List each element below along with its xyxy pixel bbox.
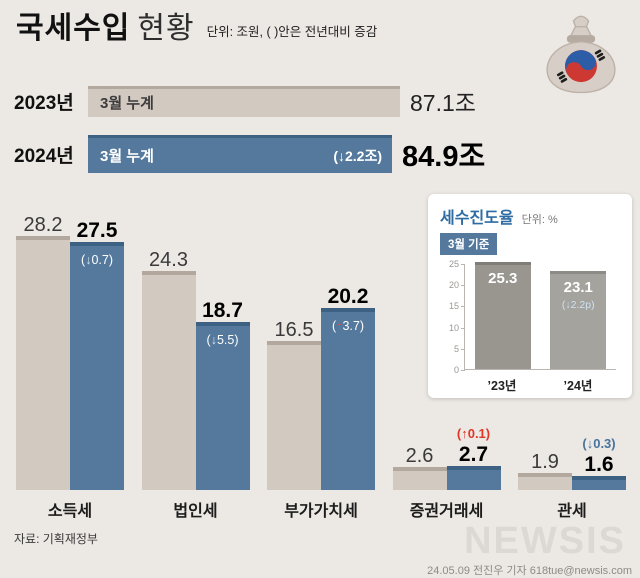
progress-chart-x-labels: ’23년 ’24년 bbox=[464, 375, 616, 394]
progress-value: 25.3 bbox=[488, 270, 518, 287]
tax-item-group-2: 24.3 18.7 (↓5.5) 법인세 bbox=[141, 249, 250, 520]
value-2024: 1.6 bbox=[584, 453, 614, 476]
delta-annotation: (↑3.7) bbox=[332, 319, 364, 333]
header: 국세수입 현황 단위: 조원, ( )안은 전년대비 증감 bbox=[16, 12, 377, 45]
y-tick-label: 5 bbox=[453, 343, 459, 354]
panel-header: 세수진도율 단위: % bbox=[440, 204, 620, 228]
y-tick-label: 10 bbox=[448, 322, 459, 333]
bar-2023: 24.3 bbox=[141, 249, 196, 490]
up-arrow-icon: ↑ bbox=[461, 426, 468, 441]
category-label: 소득세 bbox=[47, 503, 93, 520]
tax-item-group-5: 1.9 1.6 (↓0.3) 관세 bbox=[518, 436, 626, 520]
delta-annotation: (↑0.1) bbox=[456, 426, 491, 441]
value-2024-cumulative: 84.9조 bbox=[402, 141, 486, 173]
y-tick-mark bbox=[461, 348, 465, 350]
delta-annotation: (↓0.3) bbox=[582, 436, 616, 451]
tax-items-bar-chart: 28.2 27.5 (↓0.7) 소득세 24.3 18.7 (↓5.5) 법인세 16.5 20… bbox=[16, 190, 626, 520]
money-bag-icon bbox=[546, 15, 616, 94]
unit-note: 단위: 조원, ( )안은 전년대비 증감 bbox=[206, 25, 378, 39]
progress-bar-’24년: 23.1 (↓2.2p) bbox=[550, 271, 607, 369]
bar-2024: 27.5 (↓0.7) bbox=[70, 219, 124, 490]
tax-item-group-4: 2.6 2.7 (↑0.1) 증권거래세 bbox=[392, 426, 501, 520]
value-2023: 24.3 bbox=[149, 249, 188, 271]
category-label: 증권거래세 bbox=[409, 503, 484, 520]
value-2024: 2.7 bbox=[458, 443, 489, 466]
y-tick-mark bbox=[461, 264, 465, 265]
value-2023: 16.5 bbox=[274, 319, 314, 341]
basis-badge: 3월 기준 bbox=[440, 233, 498, 255]
y-tick-mark bbox=[461, 285, 465, 287]
progress-chart-plot: 25 20 15 10 5 0 25.3 23.1 (↓2.2p) bbox=[449, 259, 616, 375]
title-sub: 현황 bbox=[137, 12, 195, 45]
byline-credit: 24.05.09 전진우 기자 618tue@newsis.com bbox=[427, 565, 632, 577]
down-arrow-icon: ↓ bbox=[586, 436, 594, 451]
summary-row-2023: 2023년 3월 누계 87.1조 bbox=[14, 84, 476, 118]
y-tick-label: 0 bbox=[453, 365, 459, 375]
bar-2023: 28.2 bbox=[16, 214, 70, 490]
tax-item-group-3: 16.5 20.2 (↑3.7) 부가가치세 bbox=[267, 285, 375, 520]
bar-2023: 1.9 bbox=[518, 451, 572, 490]
source-note: 자료: 기획재정부 bbox=[14, 532, 98, 546]
value-2023: 1.9 bbox=[531, 451, 559, 473]
bar-2024: 18.7 (↓5.5) bbox=[195, 299, 250, 490]
tax-progress-panel: 세수진도율 단위: % 3월 기준 25 20 15 10 5 0 25.3 23.1 (↓2.… bbox=[428, 194, 632, 398]
value-2024: 18.7 bbox=[202, 299, 243, 322]
down-arrow-icon: ↓ bbox=[85, 253, 92, 267]
y-tick-mark bbox=[461, 370, 465, 371]
x-label: ’23년 bbox=[487, 379, 517, 393]
title-main: 국세수입 bbox=[16, 12, 131, 45]
bar-2024: 20.2 (↑3.7) bbox=[321, 285, 375, 490]
down-arrow-icon: ↓ bbox=[210, 333, 217, 347]
delta-annotation: (↓2.2조) bbox=[333, 147, 382, 164]
delta-annotation: (↓5.5) bbox=[206, 333, 239, 347]
tax-item-group-1: 28.2 27.5 (↓0.7) 소득세 bbox=[16, 214, 124, 520]
bar-label: 3월 누계 bbox=[100, 95, 154, 112]
progress-value: 23.1 bbox=[563, 279, 593, 296]
y-tick-label: 25 bbox=[448, 259, 459, 269]
bar-2023: 2.6 bbox=[392, 445, 447, 490]
bar-2024-cumulative: 3월 누계 (↓2.2조) bbox=[88, 135, 392, 173]
bar-2024: 2.7 (↑0.1) bbox=[446, 426, 501, 490]
value-2023: 2.6 bbox=[405, 445, 434, 467]
x-label: ’24년 bbox=[563, 379, 593, 393]
delta-annotation: (↓0.7) bbox=[81, 253, 113, 267]
value-2024: 27.5 bbox=[76, 219, 118, 242]
value-2023: 28.2 bbox=[23, 214, 63, 236]
up-arrow-icon: ↑ bbox=[336, 319, 343, 333]
y-tick-mark bbox=[461, 306, 465, 308]
progress-bar-’23년: 25.3 bbox=[474, 262, 531, 369]
value-2023-cumulative: 87.1조 bbox=[410, 90, 476, 116]
delta-annotation: (↓2.2p) bbox=[561, 299, 595, 311]
category-label: 관세 bbox=[557, 503, 587, 520]
bar-2023: 16.5 bbox=[267, 319, 321, 490]
panel-unit-note: 단위: % bbox=[521, 214, 558, 226]
panel-title: 세수진도율 bbox=[440, 210, 514, 227]
summary-row-2024: 2024년 3월 누계 (↓2.2조) 84.9조 bbox=[14, 133, 485, 175]
page-title: 국세수입 현황 bbox=[16, 12, 195, 45]
bar-2024: 1.6 (↓0.3) bbox=[572, 436, 626, 490]
value-2024: 20.2 bbox=[327, 285, 369, 308]
bar-label: 3월 누계 bbox=[100, 148, 154, 165]
bar-2023-cumulative: 3월 누계 bbox=[88, 85, 400, 117]
newsis-logo: NEWSIS bbox=[464, 520, 626, 562]
category-label: 부가가치세 bbox=[284, 503, 358, 520]
y-tick-label: 20 bbox=[448, 280, 459, 291]
year-label-2024: 2024년 bbox=[14, 145, 74, 167]
y-tick-label: 15 bbox=[448, 301, 459, 312]
government-emblem bbox=[556, 49, 606, 83]
category-label: 법인세 bbox=[173, 503, 218, 520]
y-tick-mark bbox=[461, 327, 465, 329]
year-label-2023: 2023년 bbox=[14, 92, 74, 114]
